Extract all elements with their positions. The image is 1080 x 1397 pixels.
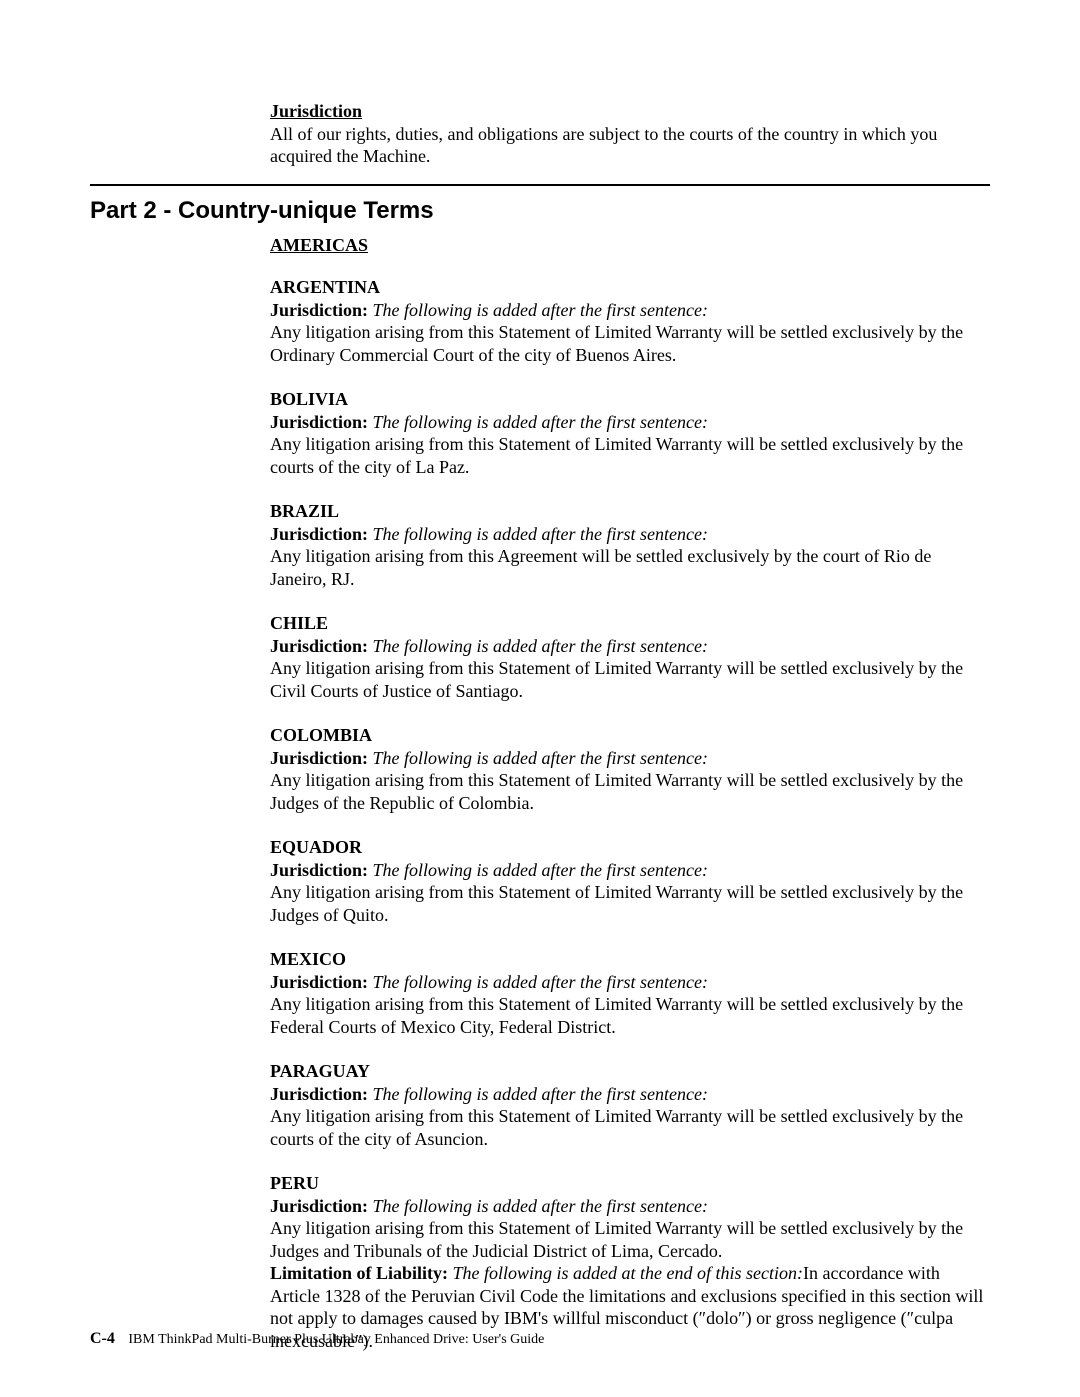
part-title-row: Part 2 - Country-unique Terms [90, 190, 990, 226]
jurisdiction-intro-text: All of our rights, duties, and obligatio… [270, 123, 990, 168]
jurisdiction-label: Jurisdiction: [270, 748, 368, 768]
country-colombia: COLOMBIA Jurisdiction: The following is … [270, 724, 990, 814]
country-body: Any litigation arising from this Stateme… [270, 881, 990, 926]
country-body: Any litigation arising from this Stateme… [270, 657, 990, 702]
country-body: Any litigation arising from this Stateme… [270, 1217, 990, 1262]
country-body: Any litigation arising from this Stateme… [270, 1105, 990, 1150]
body-content: AMERICAS ARGENTINA Jurisdiction: The fol… [270, 234, 990, 1353]
country-name: COLOMBIA [270, 724, 990, 747]
country-name: ARGENTINA [270, 276, 990, 299]
jurisdiction-label: Jurisdiction: [270, 1196, 368, 1216]
liability-note: The following is added at the end of thi… [453, 1263, 803, 1283]
region-heading: AMERICAS [270, 234, 990, 257]
jurisdiction-line: Jurisdiction: The following is added aft… [270, 635, 990, 658]
country-mexico: MEXICO Jurisdiction: The following is ad… [270, 948, 990, 1038]
country-equador: EQUADOR Jurisdiction: The following is a… [270, 836, 990, 926]
country-name: EQUADOR [270, 836, 990, 859]
country-peru: PERU Jurisdiction: The following is adde… [270, 1172, 990, 1352]
jurisdiction-note: The following is added after the first s… [373, 300, 708, 320]
jurisdiction-heading: Jurisdiction [270, 100, 990, 123]
country-chile: CHILE Jurisdiction: The following is add… [270, 612, 990, 702]
country-body: Any litigation arising from this Stateme… [270, 433, 990, 478]
country-brazil: BRAZIL Jurisdiction: The following is ad… [270, 500, 990, 590]
jurisdiction-note: The following is added after the first s… [373, 972, 708, 992]
country-body: Any litigation arising from this Stateme… [270, 769, 990, 814]
footer-title: IBM ThinkPad Multi-Burner Plus Ultrabay … [128, 1332, 544, 1347]
country-body: Any litigation arising from this Stateme… [270, 993, 990, 1038]
jurisdiction-note: The following is added after the first s… [373, 860, 708, 880]
country-name: CHILE [270, 612, 990, 635]
jurisdiction-label: Jurisdiction: [270, 1084, 368, 1104]
liability-label: Limitation of Liability: [270, 1263, 448, 1283]
country-bolivia: BOLIVIA Jurisdiction: The following is a… [270, 388, 990, 478]
jurisdiction-note: The following is added after the first s… [373, 1084, 708, 1104]
jurisdiction-note: The following is added after the first s… [373, 412, 708, 432]
section-divider [90, 184, 990, 186]
jurisdiction-note: The following is added after the first s… [373, 748, 708, 768]
intro-block: Jurisdiction All of our rights, duties, … [270, 100, 990, 168]
country-name: PARAGUAY [270, 1060, 990, 1083]
jurisdiction-line: Jurisdiction: The following is added aft… [270, 299, 990, 322]
country-name: BRAZIL [270, 500, 990, 523]
country-name: BOLIVIA [270, 388, 990, 411]
page: Jurisdiction All of our rights, duties, … [0, 0, 1080, 1397]
jurisdiction-line: Jurisdiction: The following is added aft… [270, 1083, 990, 1106]
jurisdiction-label: Jurisdiction: [270, 636, 368, 656]
country-name: MEXICO [270, 948, 990, 971]
jurisdiction-line: Jurisdiction: The following is added aft… [270, 1195, 990, 1218]
country-name: PERU [270, 1172, 990, 1195]
page-number: C-4 [90, 1330, 115, 1347]
jurisdiction-note: The following is added after the first s… [373, 1196, 708, 1216]
jurisdiction-label: Jurisdiction: [270, 524, 368, 544]
jurisdiction-line: Jurisdiction: The following is added aft… [270, 859, 990, 882]
part-title: Part 2 - Country-unique Terms [90, 190, 990, 226]
country-argentina: ARGENTINA Jurisdiction: The following is… [270, 276, 990, 366]
country-body: Any litigation arising from this Agreeme… [270, 545, 990, 590]
jurisdiction-line: Jurisdiction: The following is added aft… [270, 523, 990, 546]
jurisdiction-label: Jurisdiction: [270, 412, 368, 432]
jurisdiction-note: The following is added after the first s… [373, 636, 708, 656]
jurisdiction-label: Jurisdiction: [270, 972, 368, 992]
jurisdiction-line: Jurisdiction: The following is added aft… [270, 411, 990, 434]
page-footer: C-4 IBM ThinkPad Multi-Burner Plus Ultra… [90, 1329, 544, 1349]
country-body: Any litigation arising from this Stateme… [270, 321, 990, 366]
jurisdiction-label: Jurisdiction: [270, 860, 368, 880]
jurisdiction-label: Jurisdiction: [270, 300, 368, 320]
jurisdiction-line: Jurisdiction: The following is added aft… [270, 747, 990, 770]
jurisdiction-line: Jurisdiction: The following is added aft… [270, 971, 990, 994]
country-paraguay: PARAGUAY Jurisdiction: The following is … [270, 1060, 990, 1150]
jurisdiction-note: The following is added after the first s… [373, 524, 708, 544]
